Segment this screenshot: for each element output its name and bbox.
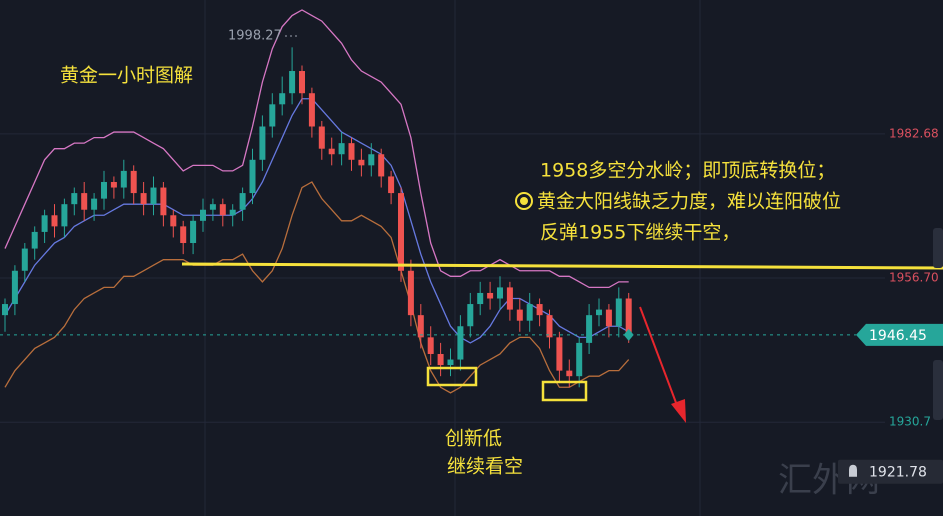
candle-body [21,248,28,271]
candle-body [71,193,78,205]
candle-body [506,287,513,310]
bell-icon [849,464,857,477]
candle-body [407,270,414,316]
candle-body [368,154,375,166]
candle-body [219,204,226,216]
y-tick-label: 1930.7 [889,415,931,429]
candle-body [130,170,137,194]
price-tag [856,323,943,346]
band-line [4,9,629,289]
low-box [541,380,588,402]
bullet-icon [515,192,533,210]
note: 黄金大阳线缺乏力度，难以连阳破位 [537,191,841,213]
candle-body [61,204,68,227]
candle-body [180,226,187,244]
candle-body [328,148,335,155]
candle-body [170,215,177,227]
candle-body [209,204,216,210]
candle-body [259,126,266,160]
candle-body [487,292,494,299]
scroll-handle[interactable] [933,360,943,420]
low-note: 创新低 [445,428,502,450]
current-marker [623,328,634,341]
candle-body [41,215,48,232]
candle-body [249,159,256,194]
scroll-handle[interactable] [933,228,943,268]
candle-body [140,193,147,205]
candle-body [586,315,593,343]
candle-body [467,304,474,327]
candle-body [348,143,355,160]
candle-body [51,215,58,227]
candle-body [457,326,464,360]
candle-body [427,337,434,354]
candle-body [160,187,167,216]
low-note: 继续看空 [447,456,523,478]
candle-body [536,304,543,316]
candle-body [101,181,107,199]
candle-body [615,298,622,327]
level-line [181,262,943,270]
candle-body [239,193,246,210]
candle-body [417,315,424,338]
candle-body [625,298,632,335]
candle-body [526,304,533,321]
candle-body [31,231,38,249]
note: 反弹1955下继续干空， [540,222,740,244]
chart-title: 黄金一小时图解 [60,65,193,87]
candle-body [91,198,98,210]
candle-body [398,193,404,271]
candle-body [477,292,484,305]
down-arrow [639,306,679,409]
y-tick-label: 1956.70 [889,270,939,284]
candle-body [605,309,612,327]
candle-body [2,304,8,316]
candle-body [279,93,286,105]
candle-body [576,342,583,377]
bullet-icon [520,197,528,205]
candle-body [11,270,18,305]
candle-body [150,187,157,205]
alert-tag [838,459,943,484]
candle-body [229,209,236,216]
candle-body [437,353,444,366]
candle-body [378,154,385,177]
candle-body [289,71,296,94]
candle-body [200,209,206,221]
candle-body [516,309,523,321]
candle-body [546,315,553,338]
candle-body [269,104,276,127]
candle-body [358,159,365,166]
low-box [426,366,478,387]
candle-body [566,370,573,377]
arrow-head [671,399,686,423]
note: 1958多空分水岭；即顶底转换位； [540,160,835,182]
price-tag-label: 1946.45 [869,328,927,344]
candle-body [556,337,563,371]
candle-body [110,181,117,188]
y-tick-label: 1982.68 [889,126,939,140]
candle-body [388,176,395,194]
alert-price: 1921.78 [869,465,927,481]
candle-body [299,71,305,94]
candle-body [318,126,325,149]
candle-body [497,287,503,299]
candle-body [308,93,315,127]
candle-body [81,193,88,210]
candle-body [338,143,345,155]
candle-body [120,170,127,188]
candle-body [447,359,454,366]
peak-label: 1998.27 [228,29,282,44]
candle-body [596,309,602,316]
band-line [4,98,630,344]
band-line [4,181,630,394]
candle-body [190,220,197,244]
